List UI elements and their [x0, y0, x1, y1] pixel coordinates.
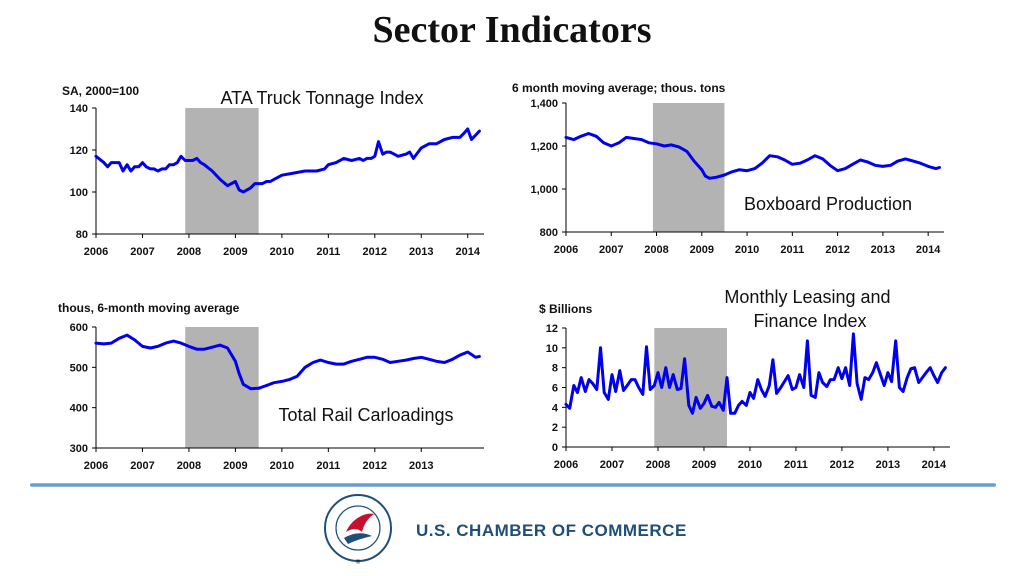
- leasing-ytick-label: 2: [552, 422, 558, 434]
- leasing-recession-shade: [654, 328, 727, 447]
- boxboard-series-line: [564, 132, 941, 180]
- leasing-ytick-label: 0: [552, 442, 558, 454]
- boxboard-xtick-label: 2013: [871, 244, 895, 256]
- boxboard-xtick-label: 2009: [690, 244, 714, 256]
- rail-xtick-label: 2013: [409, 460, 433, 472]
- leasing-series-line: [564, 332, 947, 415]
- truck-ytick-label: 100: [70, 187, 88, 199]
- boxboard-recession-shade: [652, 103, 725, 232]
- org-name: U.S. CHAMBER OF COMMERCE: [416, 521, 687, 540]
- page-title: Sector Indicators: [372, 9, 652, 51]
- truck-xtick-label: 2014: [455, 246, 480, 258]
- rail-xtick-label: 2010: [270, 460, 294, 472]
- leasing-ytick-label: 10: [546, 343, 558, 355]
- rail-xtick-label: 2008: [177, 460, 201, 472]
- truck-recession-shade: [185, 108, 259, 234]
- rail-xtick-label: 2007: [130, 460, 154, 472]
- rail-ylabel: thous, 6-month moving average: [58, 301, 240, 315]
- boxboard-xtick-label: 2010: [735, 244, 759, 256]
- leasing-xtick-label: 2007: [600, 459, 624, 471]
- truck-xtick-label: 2013: [409, 246, 433, 258]
- truck-title: ATA Truck Tonnage Index: [220, 88, 423, 108]
- truck-ytick-label: 140: [70, 103, 88, 115]
- leasing-xtick-label: 2010: [738, 459, 762, 471]
- boxboard-title: Boxboard Production: [744, 194, 912, 214]
- rail-ytick-label: 300: [70, 443, 88, 455]
- leasing-xtick-label: 2011: [784, 459, 808, 471]
- truck-xtick-label: 2008: [177, 246, 201, 258]
- truck-xtick-label: 2006: [84, 246, 108, 258]
- boxboard-xtick-label: 2011: [780, 244, 804, 256]
- rail-title: Total Rail Carloadings: [278, 405, 453, 425]
- leasing-ytick-label: 4: [552, 402, 559, 414]
- leasing-xtick-label: 2008: [646, 459, 670, 471]
- leasing-ylabel: $ Billions: [539, 302, 593, 316]
- boxboard-ytick-label: 800: [540, 227, 558, 239]
- truck-xtick-label: 2012: [363, 246, 387, 258]
- boxboard-xtick-label: 2014: [916, 244, 941, 256]
- boxboard-ytick-label: 1,000: [530, 184, 558, 196]
- truck-xtick-label: 2009: [223, 246, 247, 258]
- rail-xtick-label: 2012: [363, 460, 387, 472]
- rail-ytick-label: 400: [70, 403, 88, 415]
- leasing-title-line2: Finance Index: [753, 311, 866, 331]
- boxboard-xtick-label: 2012: [825, 244, 849, 256]
- boxboard-ytick-label: 1,400: [530, 98, 558, 110]
- boxboard-ytick-label: 1,200: [530, 141, 558, 153]
- leasing-xtick-label: 2006: [554, 459, 578, 471]
- chamber-seal-logo: ®: [324, 494, 392, 566]
- footer-divider: [30, 483, 996, 487]
- leasing-ytick-label: 8: [552, 363, 558, 375]
- truck-ytick-label: 120: [70, 145, 88, 157]
- truck-xtick-label: 2011: [316, 246, 340, 258]
- truck-xtick-label: 2010: [270, 246, 294, 258]
- rail-series-line: [94, 333, 481, 391]
- boxboard-ylabel: 6 month moving average; thous. tons: [512, 81, 726, 95]
- boxboard-xtick-label: 2008: [644, 244, 668, 256]
- leasing-ytick-label: 6: [552, 383, 558, 395]
- leasing-xtick-label: 2012: [830, 459, 854, 471]
- boxboard-xtick-label: 2007: [599, 244, 623, 256]
- leasing-ytick-label: 12: [546, 323, 558, 335]
- rail-xtick-label: 2006: [84, 460, 108, 472]
- rail-ytick-label: 600: [70, 322, 88, 334]
- boxboard-xtick-label: 2006: [554, 244, 578, 256]
- rail-xtick-label: 2009: [223, 460, 247, 472]
- truck-xtick-label: 2007: [130, 246, 154, 258]
- rail-ytick-label: 500: [70, 362, 88, 374]
- truck-ylabel: SA, 2000=100: [62, 84, 139, 98]
- svg-text:®: ®: [356, 559, 361, 566]
- truck-ytick-label: 80: [76, 229, 88, 241]
- leasing-xtick-label: 2009: [692, 459, 716, 471]
- truck-series-line: [94, 127, 481, 194]
- leasing-title-line1: Monthly Leasing and: [724, 287, 890, 307]
- rail-xtick-label: 2011: [316, 460, 340, 472]
- leasing-title: Monthly Leasing and Finance Index: [724, 287, 895, 331]
- leasing-xtick-label: 2014: [922, 459, 947, 471]
- leasing-xtick-label: 2013: [876, 459, 900, 471]
